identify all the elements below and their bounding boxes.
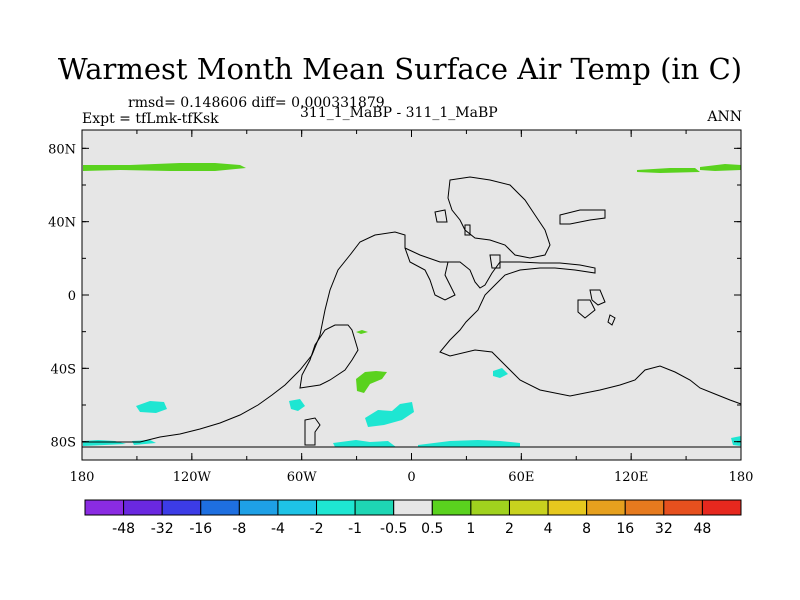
x-tick-label: 120W xyxy=(173,470,212,485)
coast-isle-1 xyxy=(434,209,448,223)
plot-title: Warmest Month Mean Surface Air Temp (in … xyxy=(57,52,743,86)
patch-neg-3 xyxy=(365,402,414,427)
colorbar-swatch xyxy=(547,499,588,516)
colorbar-label: 16 xyxy=(616,521,634,537)
coast-isle-2 xyxy=(559,209,606,225)
colorbar-label: -4 xyxy=(271,521,285,537)
colorbar-labels: -48 -32 -16 -8 -4 -2 -1 -0.5 0.5 1 2 4 8 16 32 48 xyxy=(112,521,711,537)
patch-neg-2 xyxy=(289,399,305,411)
colorbar-swatch xyxy=(470,499,510,516)
colorbar-swatch xyxy=(624,499,665,516)
colorbar-swatch xyxy=(123,499,163,516)
colorbar-swatch xyxy=(663,499,703,516)
coast-isle-4 xyxy=(589,289,606,306)
patch-pos-4 xyxy=(356,371,387,393)
coastlines xyxy=(82,176,742,448)
colorbar-swatch xyxy=(508,499,549,516)
colorbar-label: -32 xyxy=(151,521,174,537)
colorbar-swatch xyxy=(701,499,742,516)
colorbar-label: 8 xyxy=(582,521,591,537)
axis-ticks xyxy=(81,130,742,460)
colorbar xyxy=(84,499,742,516)
colorbar-label: 0.5 xyxy=(421,521,443,537)
colorbar-label: -8 xyxy=(232,521,246,537)
positive-patches xyxy=(83,163,741,393)
colorbar-label: 4 xyxy=(544,521,553,537)
colorbar-swatch xyxy=(354,499,395,516)
coast-north-block xyxy=(447,176,551,259)
colorbar-label: -16 xyxy=(189,521,212,537)
y-tick-label: 40S xyxy=(51,362,76,377)
colorbar-label: 32 xyxy=(655,521,673,537)
coast-isle-7 xyxy=(464,224,471,236)
patch-neg-8 xyxy=(493,368,508,378)
colorbar-label: -0.5 xyxy=(380,521,407,537)
y-tick-label: 80S xyxy=(51,436,76,451)
colorbar-swatch xyxy=(200,499,240,516)
colorbar-swatch xyxy=(316,499,356,516)
axis-tick-labels: 80N 40N 0 40S 80S 180 120W 60W 0 60E 120E 180 xyxy=(48,142,753,485)
patch-neg-9 xyxy=(731,436,741,446)
patch-neg-7 xyxy=(132,440,156,445)
colorbar-swatch xyxy=(431,499,472,516)
colorbar-label: 48 xyxy=(693,521,711,537)
colorbar-label: -1 xyxy=(348,521,362,537)
coast-main xyxy=(82,231,742,447)
y-tick-label: 80N xyxy=(48,142,76,157)
patch-pos-5 xyxy=(356,330,368,334)
x-tick-label: 120E xyxy=(614,470,648,485)
patch-pos-1 xyxy=(83,163,246,171)
colorbar-swatch xyxy=(84,499,125,516)
colorbar-swatch xyxy=(586,499,626,516)
coast-island-a xyxy=(299,324,359,389)
coast-island-b xyxy=(304,417,321,446)
colorbar-label: -48 xyxy=(112,521,135,537)
season-text: ANN xyxy=(707,109,742,125)
patch-pos-3 xyxy=(700,164,741,171)
colorbar-label: 1 xyxy=(466,521,475,537)
colorbar-swatch xyxy=(238,499,279,516)
stats-text: rmsd= 0.148606 diff= 0.000331879 xyxy=(128,95,385,111)
coast-isle-5 xyxy=(607,314,616,326)
colorbar-label: 2 xyxy=(505,521,514,537)
patch-neg-1 xyxy=(136,401,167,413)
coast-inner-a xyxy=(404,247,460,301)
negative-patches xyxy=(83,368,741,447)
x-tick-label: 60W xyxy=(287,470,318,485)
coast-isle-3 xyxy=(577,299,596,319)
x-tick-label: 0 xyxy=(407,470,415,485)
patch-pos-2 xyxy=(637,168,700,173)
x-tick-label: 180 xyxy=(729,470,754,485)
patch-neg-5 xyxy=(418,440,520,447)
expt-text: Expt = tfLmk-tfKsk xyxy=(82,111,219,127)
y-tick-label: 40N xyxy=(48,216,76,231)
coast-isle-6 xyxy=(489,254,501,269)
x-tick-label: 60E xyxy=(508,470,534,485)
case-text: 311_1_MaBP - 311_1_MaBP xyxy=(300,105,498,121)
colorbar-swatch xyxy=(277,499,318,516)
patch-neg-4 xyxy=(333,440,396,447)
colorbar-swatch xyxy=(393,499,433,516)
y-tick-label: 0 xyxy=(68,289,76,304)
colorbar-swatch xyxy=(161,499,202,516)
x-tick-label: 180 xyxy=(70,470,95,485)
colorbar-label: -2 xyxy=(310,521,324,537)
